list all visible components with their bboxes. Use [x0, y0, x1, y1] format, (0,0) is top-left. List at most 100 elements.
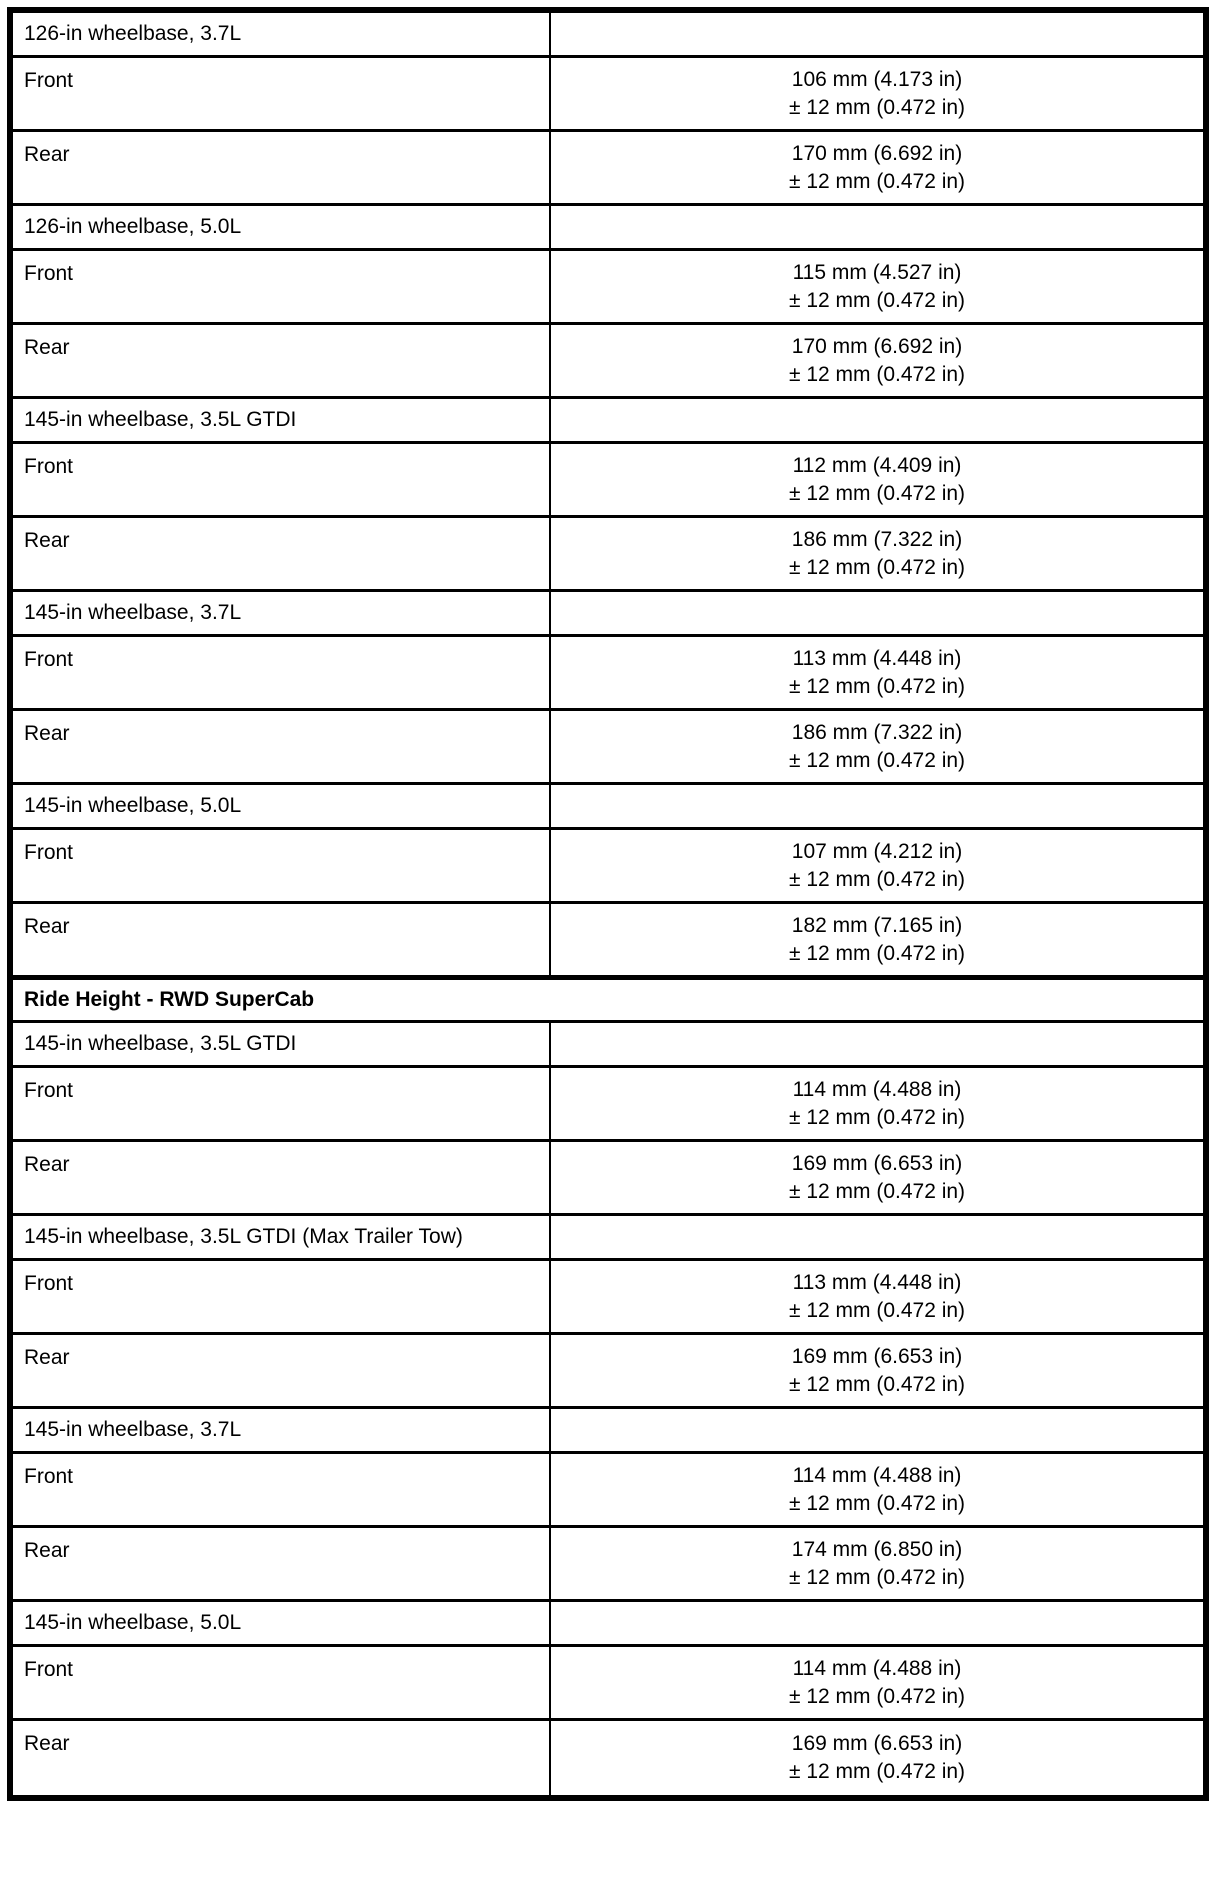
measurement-value: 112 mm (4.409 in): [792, 453, 962, 477]
table-row: Rear 186 mm (7.322 in) ± 12 mm (0.472 in): [13, 518, 1203, 592]
empty-value-cell: [551, 592, 1203, 634]
table-row: 126-in wheelbase, 5.0L: [13, 206, 1203, 251]
measurement-tolerance: ± 12 mm (0.472 in): [788, 1565, 966, 1589]
table-row: 145-in wheelbase, 5.0L: [13, 785, 1203, 830]
measurement-cell: 174 mm (6.850 in) ± 12 mm (0.472 in): [551, 1528, 1203, 1599]
table-row: Rear 170 mm (6.692 in) ± 12 mm (0.472 in): [13, 325, 1203, 399]
measurement-cell: 115 mm (4.527 in) ± 12 mm (0.472 in): [551, 251, 1203, 322]
spec-group-label: 145-in wheelbase, 3.7L: [13, 1409, 551, 1451]
measurement-tolerance: ± 12 mm (0.472 in): [788, 1372, 966, 1396]
measurement-cell: 170 mm (6.692 in) ± 12 mm (0.472 in): [551, 132, 1203, 203]
empty-value-cell: [551, 1023, 1203, 1065]
measurement-cell: 169 mm (6.653 in) ± 12 mm (0.472 in): [551, 1142, 1203, 1213]
table-row: Rear 169 mm (6.653 in) ± 12 mm (0.472 in): [13, 1335, 1203, 1409]
position-label: Rear: [13, 711, 551, 782]
position-label: Rear: [13, 132, 551, 203]
table-row: 126-in wheelbase, 3.7L: [13, 13, 1203, 58]
measurement-cell: 113 mm (4.448 in) ± 12 mm (0.472 in): [551, 1261, 1203, 1332]
position-label: Rear: [13, 325, 551, 396]
position-label: Front: [13, 830, 551, 901]
empty-value-cell: [551, 13, 1203, 55]
position-label: Front: [13, 251, 551, 322]
measurement-tolerance: ± 12 mm (0.472 in): [788, 867, 966, 891]
measurement-tolerance: ± 12 mm (0.472 in): [788, 555, 966, 579]
position-label: Rear: [13, 904, 551, 975]
measurement-cell: 186 mm (7.322 in) ± 12 mm (0.472 in): [551, 518, 1203, 589]
empty-value-cell: [551, 1216, 1203, 1258]
table-row: 145-in wheelbase, 3.5L GTDI: [13, 1023, 1203, 1068]
measurement-value: 106 mm (4.173 in): [791, 67, 963, 91]
table-row: Front 115 mm (4.527 in) ± 12 mm (0.472 in): [13, 251, 1203, 325]
spec-group-label: 126-in wheelbase, 3.7L: [13, 13, 551, 55]
position-label: Rear: [13, 1721, 551, 1795]
measurement-tolerance: ± 12 mm (0.472 in): [788, 1105, 966, 1129]
table-row: 145-in wheelbase, 3.5L GTDI: [13, 399, 1203, 444]
table-row: Rear 174 mm (6.850 in) ± 12 mm (0.472 in): [13, 1528, 1203, 1602]
position-label: Front: [13, 1068, 551, 1139]
measurement-value: 114 mm (4.488 in): [792, 1656, 962, 1680]
table-row: Front 113 mm (4.448 in) ± 12 mm (0.472 in): [13, 1261, 1203, 1335]
measurement-tolerance: ± 12 mm (0.472 in): [788, 1760, 966, 1783]
table-row: Front 114 mm (4.488 in) ± 12 mm (0.472 in): [13, 1454, 1203, 1528]
measurement-tolerance: ± 12 mm (0.472 in): [788, 169, 966, 193]
table-row: Front 106 mm (4.173 in) ± 12 mm (0.472 in): [13, 58, 1203, 132]
table-row: 145-in wheelbase, 3.5L GTDI (Max Trailer…: [13, 1216, 1203, 1261]
measurement-tolerance: ± 12 mm (0.472 in): [788, 1684, 966, 1708]
measurement-cell: 114 mm (4.488 in) ± 12 mm (0.472 in): [551, 1647, 1203, 1718]
position-label: Front: [13, 444, 551, 515]
ride-height-table: 126-in wheelbase, 3.7L Front 106 mm (4.173…: [7, 7, 1209, 1801]
measurement-tolerance: ± 12 mm (0.472 in): [788, 1179, 966, 1203]
position-label: Front: [13, 1261, 551, 1332]
table-row: Front 113 mm (4.448 in) ± 12 mm (0.472 in): [13, 637, 1203, 711]
measurement-tolerance: ± 12 mm (0.472 in): [788, 481, 966, 505]
measurement-cell: 169 mm (6.653 in) ± 12 mm (0.472 in): [551, 1721, 1203, 1795]
spec-group-label: 145-in wheelbase, 3.5L GTDI: [13, 1023, 551, 1065]
measurement-tolerance: ± 12 mm (0.472 in): [788, 362, 966, 386]
spec-group-label: 145-in wheelbase, 3.5L GTDI: [13, 399, 551, 441]
measurement-tolerance: ± 12 mm (0.472 in): [788, 288, 966, 312]
position-label: Front: [13, 1454, 551, 1525]
table-row: Rear 182 mm (7.165 in) ± 12 mm (0.472 in): [13, 904, 1203, 978]
measurement-value: 107 mm (4.212 in): [791, 839, 963, 863]
spec-group-label: 145-in wheelbase, 3.7L: [13, 592, 551, 634]
measurement-cell: 169 mm (6.653 in) ± 12 mm (0.472 in): [551, 1335, 1203, 1406]
empty-value-cell: [551, 1602, 1203, 1644]
measurement-cell: 106 mm (4.173 in) ± 12 mm (0.472 in): [551, 58, 1203, 129]
measurement-value: 170 mm (6.692 in): [791, 334, 963, 358]
measurement-value: 114 mm (4.488 in): [792, 1077, 962, 1101]
measurement-tolerance: ± 12 mm (0.472 in): [788, 95, 966, 119]
measurement-value: 169 mm (6.653 in): [791, 1151, 963, 1175]
spec-group-label: 145-in wheelbase, 5.0L: [13, 1602, 551, 1644]
empty-value-cell: [551, 1409, 1203, 1451]
measurement-tolerance: ± 12 mm (0.472 in): [788, 1298, 966, 1322]
position-label: Rear: [13, 1335, 551, 1406]
position-label: Front: [13, 58, 551, 129]
measurement-value: 114 mm (4.488 in): [792, 1463, 962, 1487]
table-row: 145-in wheelbase, 3.7L: [13, 1409, 1203, 1454]
table-row: 145-in wheelbase, 5.0L: [13, 1602, 1203, 1647]
measurement-value: 174 mm (6.850 in): [791, 1537, 963, 1561]
spec-group-label: 145-in wheelbase, 3.5L GTDI (Max Trailer…: [13, 1216, 551, 1258]
measurement-cell: 114 mm (4.488 in) ± 12 mm (0.472 in): [551, 1454, 1203, 1525]
section-header: Ride Height - RWD SuperCab: [24, 988, 315, 1011]
measurement-cell: 182 mm (7.165 in) ± 12 mm (0.472 in): [551, 904, 1203, 975]
measurement-tolerance: ± 12 mm (0.472 in): [788, 674, 966, 698]
position-label: Rear: [13, 1528, 551, 1599]
section-header-row: Ride Height - RWD SuperCab: [13, 978, 1203, 1023]
table-row: Rear 170 mm (6.692 in) ± 12 mm (0.472 in): [13, 132, 1203, 206]
measurement-cell: 186 mm (7.322 in) ± 12 mm (0.472 in): [551, 711, 1203, 782]
measurement-tolerance: ± 12 mm (0.472 in): [788, 748, 966, 772]
table-row: Rear 169 mm (6.653 in) ± 12 mm (0.472 in): [13, 1142, 1203, 1216]
measurement-value: 169 mm (6.653 in): [791, 1732, 963, 1755]
measurement-value: 113 mm (4.448 in): [792, 1270, 962, 1294]
table-row: Rear 186 mm (7.322 in) ± 12 mm (0.472 in): [13, 711, 1203, 785]
measurement-value: 186 mm (7.322 in): [791, 527, 963, 551]
table-row: Front 107 mm (4.212 in) ± 12 mm (0.472 in): [13, 830, 1203, 904]
table-row: 145-in wheelbase, 3.7L: [13, 592, 1203, 637]
table-row: Rear 169 mm (6.653 in) ± 12 mm (0.472 in): [13, 1721, 1203, 1795]
position-label: Front: [13, 1647, 551, 1718]
measurement-value: 113 mm (4.448 in): [792, 646, 962, 670]
position-label: Rear: [13, 518, 551, 589]
position-label: Front: [13, 637, 551, 708]
